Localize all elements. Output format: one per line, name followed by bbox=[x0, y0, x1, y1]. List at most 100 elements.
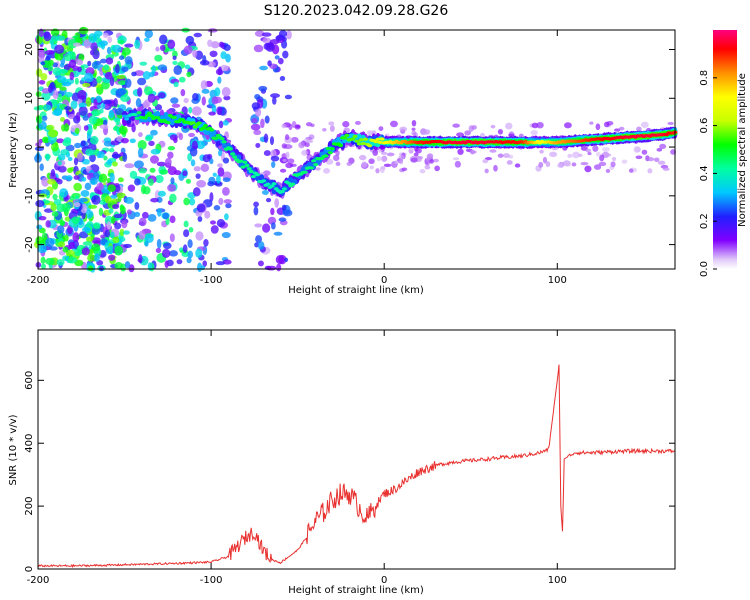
heatmap-cell bbox=[221, 86, 231, 97]
heatmap-cell bbox=[129, 138, 136, 144]
heatmap-cell bbox=[44, 49, 55, 55]
heatmap-cell bbox=[279, 75, 286, 81]
heatmap-cell bbox=[35, 199, 45, 208]
ridge-point bbox=[250, 175, 256, 179]
ridge-point bbox=[242, 160, 248, 164]
heatmap-cell bbox=[104, 229, 111, 238]
heatmap-cell bbox=[114, 245, 124, 256]
heatmap-cell bbox=[62, 246, 69, 253]
heatmap-cell bbox=[157, 64, 168, 71]
heatmap-cell bbox=[378, 148, 383, 153]
heatmap-cell bbox=[210, 41, 220, 49]
heatmap-cell bbox=[539, 149, 544, 154]
heatmap-cell bbox=[54, 52, 64, 61]
ridge-point bbox=[290, 182, 296, 186]
heatmap-cell bbox=[187, 239, 193, 248]
heatmap-cell bbox=[222, 186, 230, 196]
heatmap-cell bbox=[301, 149, 308, 156]
heatmap-cell bbox=[281, 153, 287, 159]
heatmap-cell bbox=[110, 140, 120, 146]
ridge-point bbox=[352, 134, 358, 139]
snr-x-label: Height of straight line (km) bbox=[288, 585, 424, 596]
ridge-point bbox=[379, 137, 385, 141]
heatmap-cell bbox=[82, 241, 93, 246]
heatmap-cell bbox=[72, 42, 81, 47]
heatmap-cell bbox=[585, 148, 592, 153]
heatmap-cell bbox=[618, 126, 625, 131]
heatmap-cell bbox=[401, 167, 408, 171]
ridge-point bbox=[122, 114, 128, 118]
heatmap-cell bbox=[454, 160, 461, 168]
heatmap-cell bbox=[57, 225, 65, 234]
heatmap-cell bbox=[156, 238, 162, 249]
heatmap-cell bbox=[201, 88, 210, 94]
heatmap-cell bbox=[298, 141, 305, 149]
heatmap-cell bbox=[633, 146, 640, 153]
ridge-point bbox=[190, 121, 196, 125]
heatmap-cell bbox=[62, 139, 71, 147]
heatmap-cell bbox=[65, 249, 75, 257]
heatmap-cell bbox=[580, 161, 589, 166]
ridge-point bbox=[219, 137, 225, 141]
heatmap-cell bbox=[144, 240, 149, 247]
heatmap-cell bbox=[628, 168, 634, 173]
heatmap-cell bbox=[137, 87, 143, 97]
heatmap-cell bbox=[47, 59, 54, 66]
y-tick-label: -20 bbox=[24, 236, 35, 252]
heatmap-cell bbox=[506, 160, 513, 165]
heatmap-cell bbox=[372, 149, 379, 156]
heatmap-cell bbox=[253, 129, 262, 136]
heatmap-cell bbox=[81, 82, 91, 88]
heatmap-cell bbox=[63, 196, 69, 202]
heatmap-cell bbox=[150, 129, 158, 136]
ridge-point bbox=[329, 147, 335, 151]
heatmap-cell bbox=[263, 133, 269, 143]
heatmap-cell bbox=[111, 215, 116, 224]
heatmap-cell bbox=[120, 137, 129, 144]
heatmap-cell bbox=[188, 132, 195, 138]
heatmap-cell bbox=[87, 254, 95, 262]
heatmap-cell bbox=[271, 222, 276, 230]
heatmap-cell bbox=[284, 134, 290, 141]
heatmap-cell bbox=[80, 190, 90, 197]
heatmap-cell bbox=[109, 194, 118, 199]
heatmap-cell bbox=[379, 166, 385, 174]
heatmap-cell bbox=[257, 260, 264, 267]
ridge-point bbox=[363, 137, 369, 141]
ridge-point bbox=[134, 116, 140, 120]
heatmap-cell bbox=[471, 125, 477, 130]
heatmap-cell bbox=[489, 149, 497, 153]
heatmap-cell bbox=[216, 174, 221, 184]
heatmap-cell bbox=[358, 154, 367, 161]
heatmap-cell bbox=[73, 175, 80, 180]
ridge-point bbox=[325, 146, 331, 151]
snr-frame bbox=[37, 329, 676, 570]
heatmap-cell bbox=[138, 132, 143, 138]
heatmap-cell bbox=[457, 148, 464, 155]
heatmap-cell bbox=[83, 72, 94, 83]
heatmap-cell bbox=[564, 163, 571, 167]
heatmap-cell bbox=[662, 167, 670, 171]
heatmap-cell bbox=[88, 33, 97, 43]
heatmap-cell bbox=[169, 233, 175, 242]
heatmap-cell bbox=[218, 41, 225, 48]
heatmap-cell bbox=[87, 60, 92, 67]
heatmap-cell bbox=[193, 32, 202, 38]
heatmap-cell bbox=[39, 163, 44, 171]
ridge-point bbox=[200, 126, 206, 130]
heatmap-cell bbox=[52, 67, 63, 76]
ridge-point bbox=[155, 111, 161, 118]
heatmap-cell bbox=[381, 155, 388, 162]
ridge-point bbox=[221, 140, 227, 144]
heatmap-cell bbox=[100, 42, 106, 50]
heatmap-cell bbox=[138, 168, 147, 174]
heatmap-cell bbox=[635, 155, 643, 160]
heatmap-cell bbox=[545, 161, 551, 167]
heatmap-cell bbox=[124, 196, 134, 204]
heatmap-cell bbox=[45, 220, 51, 228]
heatmap-cell bbox=[210, 220, 216, 225]
heatmap-cell bbox=[38, 138, 43, 144]
colorbar-tick-label: 0.4 bbox=[699, 165, 710, 181]
heatmap-cell bbox=[148, 140, 155, 147]
heatmap-cell bbox=[126, 209, 132, 215]
